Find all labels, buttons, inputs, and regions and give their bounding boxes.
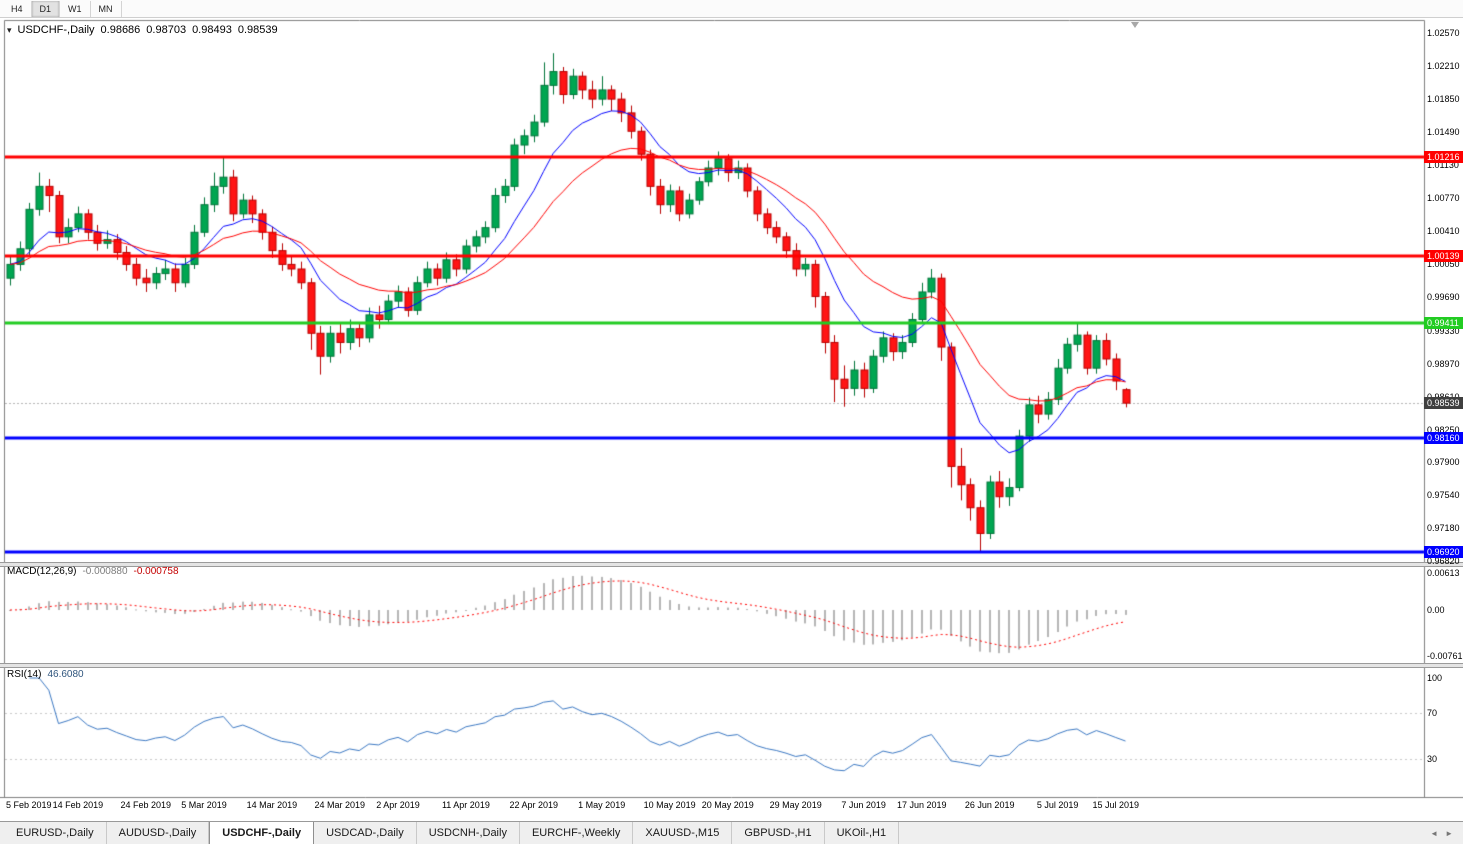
timeframe-toolbar: H4 D1 W1 MN (0, 0, 1463, 18)
tab-xauusd-m15[interactable]: XAUUSD-,M15 (633, 822, 733, 844)
tab-gbpusd-h1[interactable]: GBPUSD-,H1 (732, 822, 825, 844)
timeframe-mn-button[interactable]: MN (91, 0, 122, 17)
chart-title: ▾ USDCHF-,Daily 0.98686 0.98703 0.98493 … (7, 24, 278, 36)
chart-symbol-icon: ▾ (7, 24, 12, 35)
tab-audusd-daily[interactable]: AUDUSD-,Daily (107, 822, 210, 844)
macd-signal-value: -0.000758 (133, 566, 179, 577)
rsi-label: RSI(14) (7, 669, 42, 680)
rsi-panel-title: RSI(14) 46.6080 (7, 669, 84, 680)
tab-scroll-left-button[interactable]: ◄ (1430, 828, 1439, 838)
macd-label: MACD(12,26,9) (7, 566, 77, 577)
tab-eurusd-daily[interactable]: EURUSD-,Daily (4, 822, 107, 844)
tab-usdcnh-daily[interactable]: USDCNH-,Daily (417, 822, 520, 844)
rsi-value: 46.6080 (47, 669, 84, 680)
tab-usdcad-daily[interactable]: USDCAD-,Daily (314, 822, 417, 844)
tab-scroll-controls: ◄ ► (1420, 822, 1463, 844)
timeframe-w1-button[interactable]: W1 (60, 0, 91, 17)
timeframe-h4-button[interactable]: H4 (3, 0, 32, 17)
panel-splitter-rsi[interactable] (0, 663, 1463, 668)
tab-usdchf-daily[interactable]: USDCHF-,Daily (209, 822, 315, 844)
chart-ohlc-open: 0.98686 (100, 24, 141, 36)
panel-splitter-macd[interactable] (0, 562, 1463, 567)
tab-scroll-right-button[interactable]: ► (1445, 828, 1453, 838)
tab-eurchf-weekly[interactable]: EURCHF-,Weekly (520, 822, 634, 844)
chart-symbol-label: USDCHF-,Daily (17, 24, 95, 36)
chart-shift-marker (1131, 22, 1139, 28)
tab-ukoil-h1[interactable]: UKOil-,H1 (825, 822, 900, 844)
timeframe-d1-button[interactable]: D1 (31, 0, 61, 17)
chart-ohlc-low: 0.98493 (192, 24, 232, 36)
macd-main-value: -0.000880 (82, 566, 128, 577)
chart-ohlc-close: 0.98539 (237, 24, 278, 36)
macd-panel-title: MACD(12,26,9) -0.000880 -0.000758 (7, 566, 179, 577)
symbol-tab-bar: EURUSD-,Daily AUDUSD-,Daily USDCHF-,Dail… (0, 821, 1463, 844)
chart-ohlc-high: 0.98703 (146, 24, 187, 36)
